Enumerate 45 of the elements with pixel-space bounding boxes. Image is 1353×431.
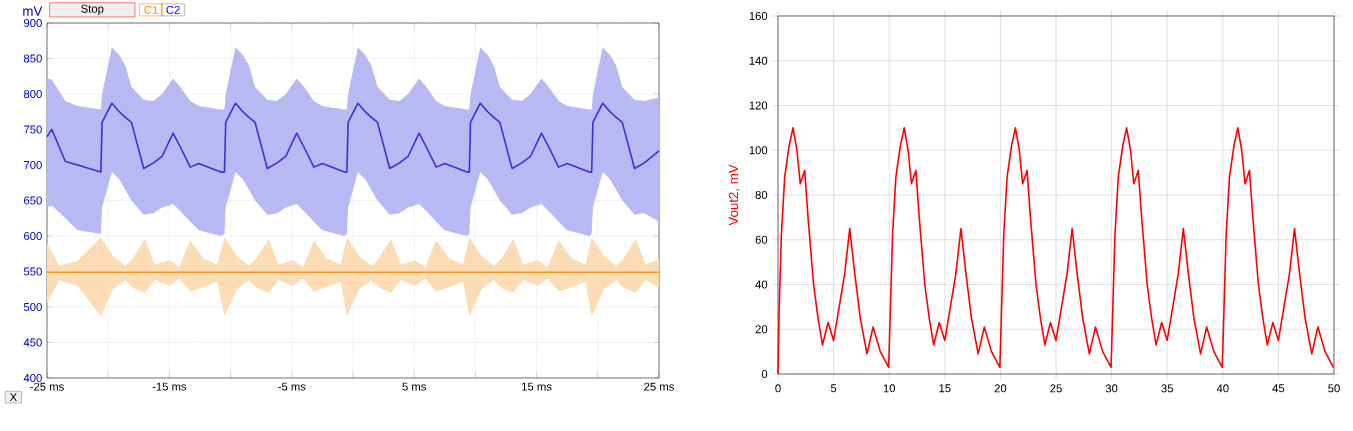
y-tick-label: 700	[24, 161, 42, 169]
y-tick-label: 450	[23, 338, 42, 347]
x-tick-label: 15	[939, 384, 951, 393]
y-tick-label: 140	[749, 56, 768, 65]
y-tick-label: 850	[23, 54, 42, 63]
y-tick-label: 650	[24, 196, 42, 205]
line-series	[777, 127, 1335, 375]
y-tick-label: 900	[23, 19, 42, 27]
text: C1	[144, 5, 158, 14]
y-tick-label: 800	[23, 90, 42, 98]
y-tick-label: 160	[749, 12, 768, 20]
x-tick-label: 5	[830, 384, 837, 393]
y-tick-label: 60	[755, 235, 768, 244]
x-tick-label: 5 ms	[402, 382, 427, 391]
y-tick-label: 20	[755, 325, 768, 334]
y-tick-label: 100	[749, 146, 768, 155]
x-tick-label: -5 ms	[278, 382, 306, 391]
y-tick-label: 120	[749, 101, 768, 110]
x-tick-label: -15 ms	[152, 382, 187, 391]
x-tick-label: 40	[1216, 384, 1229, 393]
x-tick-label: 50	[1328, 384, 1340, 393]
y-tick-label: 0	[761, 370, 768, 378]
y-tick-label: 80	[755, 191, 768, 199]
x-tick-label: 30	[1105, 384, 1118, 393]
x-tick-label: 10	[883, 384, 896, 393]
text: X	[9, 393, 17, 402]
x-tick-label: 25	[1050, 384, 1062, 393]
x-tick-label: 15 ms	[522, 382, 552, 391]
x-tick-label: 45	[1272, 384, 1285, 393]
x-tick-label: 0	[775, 384, 781, 393]
x-tick-label: -25 ms	[30, 382, 64, 391]
text: Stop	[81, 4, 104, 15]
y-axis-title: Vout2, mV	[728, 164, 740, 226]
x-tick-label: 35	[1161, 384, 1174, 393]
line-series	[46, 102, 660, 173]
y-tick-label: 750	[24, 125, 42, 134]
y-axis-title: mV	[23, 6, 43, 16]
y-tick-label: 600	[24, 232, 42, 240]
text: C2	[166, 5, 180, 14]
y-tick-label: 550	[23, 267, 42, 276]
x-tick-label: 25 ms	[644, 382, 674, 391]
x-tick-label: 20	[994, 384, 1007, 393]
y-tick-label: 500	[23, 303, 42, 311]
y-tick-label: 40	[755, 280, 768, 289]
y-tick-label: 400	[23, 374, 42, 382]
